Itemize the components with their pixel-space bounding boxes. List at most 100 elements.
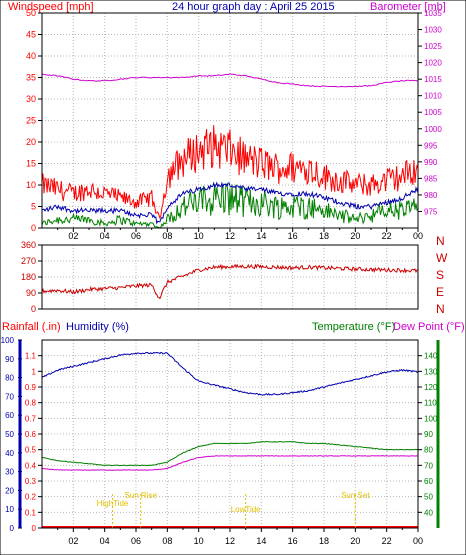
dir-y-tick-label: 180 [21, 272, 36, 282]
baro-y-tick-label: 985 [424, 174, 438, 183]
rain-y-tick-label: 0.5 [25, 446, 37, 455]
wind-y-tick-label: 20 [26, 137, 36, 147]
humidity-y-tick-label: 60 [5, 411, 14, 420]
rain-y-tick-label: 0.2 [25, 493, 37, 502]
temp-x-tick-label: 18 [319, 536, 329, 546]
rainfall-axis-title: Rainfall (.in) [2, 321, 61, 333]
wind-x-tick-label: 04 [100, 231, 110, 241]
baro-y-tick-label: 990 [424, 158, 438, 167]
compass-label-n: N [436, 302, 445, 316]
wind-x-tick-label: 22 [382, 231, 392, 241]
rain-y-tick-label: 0.9 [25, 383, 37, 392]
wind-y-tick-label: 50 [26, 8, 36, 18]
temp-x-tick-label: 02 [68, 536, 78, 546]
temp-y-tick-label: 110 [424, 399, 437, 408]
baro-y-tick-label: 975 [424, 207, 438, 216]
humidity-y-tick-label: 80 [5, 374, 14, 383]
humidity-y-tick-label: 10 [5, 505, 14, 514]
rain-y-tick-label: 1 [32, 367, 37, 376]
temp-x-tick-label: 06 [131, 536, 141, 546]
humidity-y-tick-label: 50 [5, 430, 14, 439]
temp-x-tick-label: 20 [350, 536, 360, 546]
rain-y-tick-label: 0.8 [25, 399, 37, 408]
rain-y-tick-label: 0.4 [25, 461, 37, 470]
wind-min-series [41, 182, 419, 229]
baro-y-tick-label: 1000 [424, 125, 442, 134]
chart-title: 24 hour graph day : April 25 2015 [172, 1, 335, 13]
barometer-axis-title: Barometer [mb] [370, 1, 446, 13]
temp-y-tick-label: 140 [424, 352, 438, 361]
temp-x-tick-label: 04 [100, 536, 110, 546]
wind-y-tick-label: 35 [26, 73, 36, 83]
temp-y-tick-label: 70 [424, 461, 433, 470]
temp-x-tick-label: 22 [382, 536, 392, 546]
wind-avg-series [41, 181, 419, 225]
temp-y-tick-label: 130 [424, 367, 438, 376]
wind-x-tick-label: 02 [68, 231, 78, 241]
temperature-axis-title: Temperature (°F) [312, 321, 395, 333]
dir-panel-frame [41, 244, 419, 310]
temp-y-tick-label: 50 [424, 493, 433, 502]
wind-x-tick-label: 14 [256, 231, 266, 241]
rain-y-tick-label: 0.7 [25, 414, 37, 423]
humidity-series [41, 351, 419, 396]
humidity-y-tick-label: 30 [5, 468, 14, 477]
temp-x-tick-label: 12 [225, 536, 235, 546]
dir-y-tick-label: 360 [21, 240, 36, 250]
wind-y-tick-label: 0 [31, 223, 36, 233]
rain-y-tick-label: 0 [32, 524, 37, 533]
wind-x-tick-label: 06 [131, 231, 141, 241]
temp-y-tick-label: 90 [424, 430, 433, 439]
dewpoint-axis-title: Dew Point (°F) [393, 321, 465, 333]
temperature-series [41, 440, 419, 467]
dewpoint-series [41, 455, 418, 471]
temp-x-tick-label: 16 [288, 536, 298, 546]
temp-x-tick-label: 10 [194, 536, 204, 546]
dir-y-tick-label: 270 [21, 256, 36, 266]
temp-x-tick-label: 00 [413, 536, 423, 546]
humidity-y-tick-label: 100 [1, 336, 15, 345]
wind-direction-series [41, 263, 419, 300]
temp-x-tick-label: 14 [256, 536, 266, 546]
rain-y-tick-label: 0.1 [25, 508, 37, 517]
wind-x-tick-label: 00 [413, 231, 423, 241]
dir-y-tick-label: 0 [31, 304, 36, 314]
baro-y-tick-label: 995 [424, 141, 438, 150]
baro-y-tick-label: 1010 [424, 92, 442, 101]
compass-label-n: N [436, 234, 445, 248]
event-label-hightide: HighTide [97, 499, 129, 508]
baro-y-tick-label: 1025 [424, 42, 442, 51]
baro-y-tick-label: 1015 [424, 75, 442, 84]
event-label-sun-set: Sun Set [341, 491, 370, 500]
wind-x-tick-label: 10 [194, 231, 204, 241]
wind-y-tick-label: 15 [26, 159, 36, 169]
windspeed-axis-title: Windspeed [mph] [8, 1, 94, 13]
wind-y-tick-label: 5 [31, 202, 36, 212]
temp-y-tick-label: 120 [424, 383, 438, 392]
rain-y-tick-label: 1.1 [25, 352, 37, 361]
wind-x-tick-label: 20 [350, 231, 360, 241]
wind-x-tick-label: 08 [162, 231, 172, 241]
rain-y-tick-label: 0.3 [25, 477, 37, 486]
temp-x-tick-label: 08 [162, 536, 172, 546]
barometer-series [41, 73, 419, 88]
wind-y-tick-label: 40 [26, 51, 36, 61]
temp-y-tick-label: 40 [424, 508, 433, 517]
humidity-y-tick-label: 20 [5, 486, 14, 495]
humidity-y-tick-label: 90 [5, 355, 14, 364]
humidity-y-tick-label: 40 [5, 449, 14, 458]
humidity-y-tick-label: 70 [5, 392, 14, 401]
baro-y-tick-label: 1035 [424, 9, 442, 18]
compass-label-e: E [436, 285, 444, 299]
wind-x-tick-label: 18 [319, 231, 329, 241]
temp-y-tick-label: 60 [424, 477, 433, 486]
wind-y-tick-label: 10 [26, 180, 36, 190]
wind-y-tick-label: 25 [26, 116, 36, 126]
baro-y-tick-label: 1030 [424, 26, 442, 35]
wind-y-tick-label: 45 [26, 30, 36, 40]
temp-y-tick-label: 80 [424, 446, 433, 455]
temp-y-tick-label: 100 [424, 414, 438, 423]
wind-x-tick-label: 16 [288, 231, 298, 241]
baro-y-tick-label: 1005 [424, 108, 442, 117]
